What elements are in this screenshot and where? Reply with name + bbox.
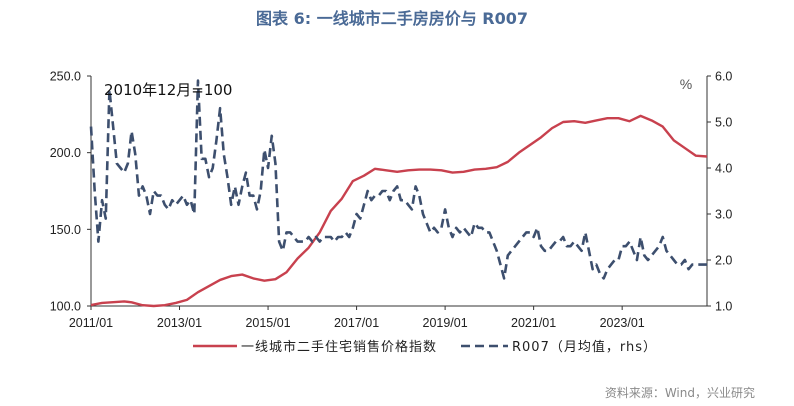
x-axis-ticks: 2011/01 2013/01 2015/01 2017/01 2019/01 2021/… [69,306,645,330]
series-line-price-index [90,114,708,308]
legend-label-index: 一线城市二手住宅销售价格指数 [241,339,437,355]
chart-title: 图表 6: 一线城市二手房房价与 R007 [256,9,528,28]
left-tick-label: 100.0 [50,300,81,314]
x-tick-label: 2021/01 [511,316,556,330]
right-tick-label: 3.0 [715,208,732,222]
right-axis-unit: % [680,76,692,92]
legend: 一线城市二手住宅销售价格指数 R007（月均值，rhs） [193,339,657,355]
left-tick-label: 200.0 [50,146,81,160]
right-tick-label: 6.0 [715,70,732,84]
legend-label-r007: R007（月均值，rhs） [512,339,657,355]
left-axis-ticks: 100.0 150.0 200.0 250.0 [50,70,91,314]
x-tick-label: 2015/01 [245,316,290,330]
x-tick-label: 2019/01 [423,316,468,330]
left-tick-label: 150.0 [50,223,81,237]
source-note: 资料来源：Wind，兴业研究 [605,385,755,400]
right-tick-label: 1.0 [715,300,732,314]
series-layer [89,79,708,308]
right-tick-label: 4.0 [715,162,732,176]
x-tick-label: 2023/01 [600,316,645,330]
x-tick-label: 2017/01 [334,316,379,330]
right-axis-ticks: 1.0 2.0 3.0 4.0 5.0 6.0 [707,70,732,314]
right-tick-label: 5.0 [715,116,732,130]
x-tick-label: 2011/01 [69,316,113,330]
right-tick-label: 2.0 [715,254,732,268]
base-period-annotation: 2010年12月=100 [104,81,232,99]
left-tick-label: 250.0 [50,70,81,84]
series-line-r007 [89,79,707,280]
x-tick-label: 2013/01 [157,316,202,330]
